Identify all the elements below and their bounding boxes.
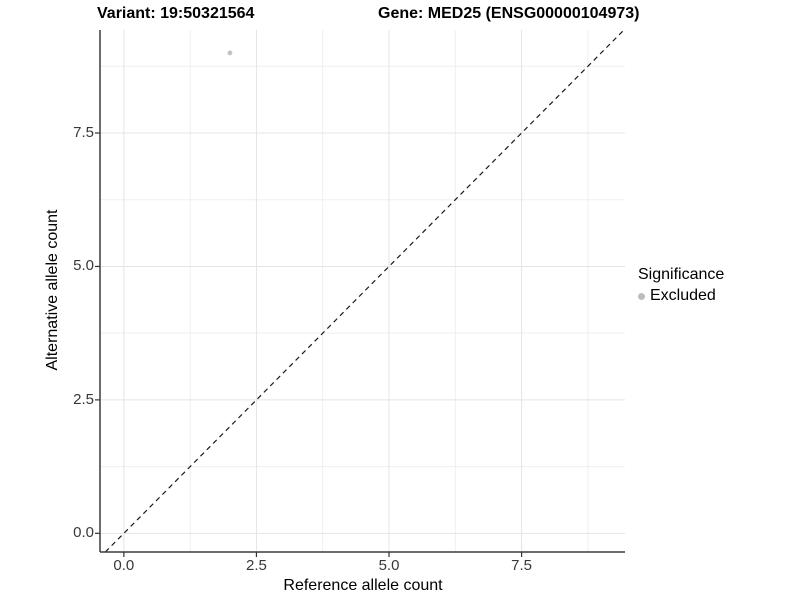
gene-title: Gene: MED25 (ENSG00000104973) xyxy=(378,5,640,22)
legend: Significance Excluded xyxy=(638,266,724,305)
x-tick-label: 7.5 xyxy=(511,557,532,574)
legend-item-label: Excluded xyxy=(650,287,716,304)
legend-key-dot-icon xyxy=(638,292,645,300)
legend-item-excluded: Excluded xyxy=(638,287,724,305)
legend-title: Significance xyxy=(638,266,725,283)
identity-dashed-line xyxy=(104,29,625,553)
x-tick-label: 2.5 xyxy=(246,557,267,574)
x-tick-label: 5.0 xyxy=(378,557,400,574)
data-point xyxy=(227,50,233,56)
y-tick-label: 7.5 xyxy=(73,124,94,141)
y-tick-label: 0.0 xyxy=(73,524,94,542)
variant-title: Variant: 19:50321564 xyxy=(97,5,255,22)
x-tick-label: 0.0 xyxy=(113,557,135,574)
y-tick-label: 2.5 xyxy=(73,390,94,408)
x-axis-title: Reference allele count xyxy=(283,577,443,594)
y-tick-label: 5.0 xyxy=(73,257,94,275)
